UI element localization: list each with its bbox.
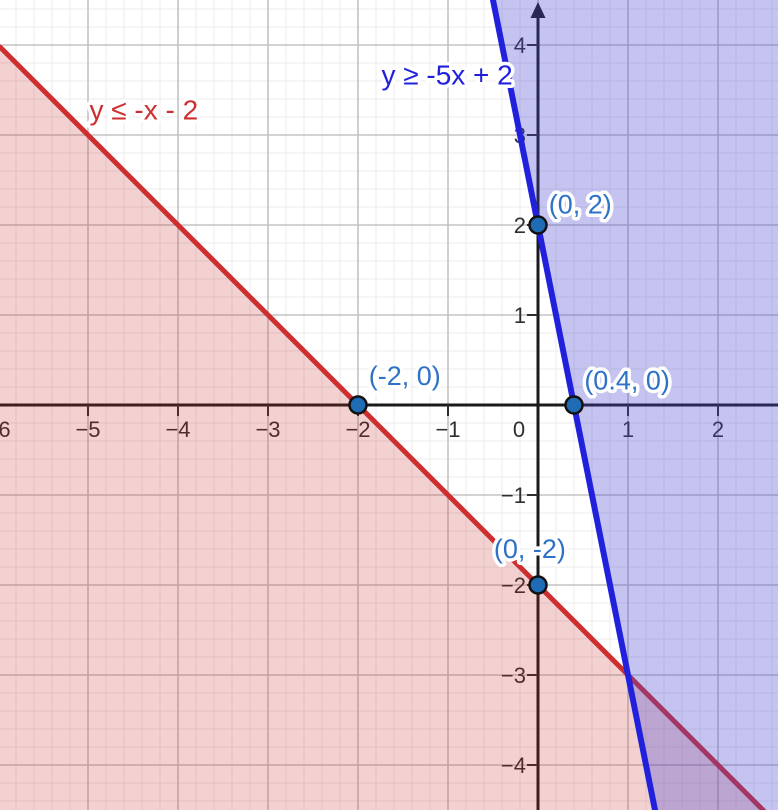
origin-label: 0 <box>513 417 525 442</box>
point-label: (0.4, 0) <box>584 366 670 396</box>
boundary-line-0[interactable] <box>0 44 778 810</box>
x-tick-label: −2 <box>345 417 370 442</box>
point-label: (-2, 0) <box>369 361 441 391</box>
y-tick-label: −1 <box>501 483 526 508</box>
x-tick-label: 2 <box>712 417 724 442</box>
plotted-point[interactable] <box>528 575 548 595</box>
x-tick-label: −5 <box>75 417 100 442</box>
inequality-label-0: y ≤ -x - 2 <box>89 95 198 126</box>
y-tick-label: 1 <box>514 303 526 328</box>
x-tick-label: −3 <box>255 417 280 442</box>
x-tick-label: −6 <box>0 417 11 442</box>
y-tick-label: −2 <box>501 573 526 598</box>
y-tick-label: −4 <box>501 753 526 778</box>
y-tick-label: 4 <box>514 33 526 58</box>
x-tick-label: 1 <box>622 417 634 442</box>
y-tick-label: −3 <box>501 663 526 688</box>
x-tick-label: −4 <box>165 417 190 442</box>
y-tick-label: 2 <box>514 213 526 238</box>
point-label: (0, -2) <box>494 534 566 564</box>
inequality-label-1: y ≥ -5x + 2 <box>381 60 512 91</box>
plotted-point[interactable] <box>564 395 584 415</box>
y-axis-arrow-icon <box>530 2 546 18</box>
point-label: (0, 2) <box>549 189 612 219</box>
plotted-point[interactable] <box>348 395 368 415</box>
x-tick-label: −1 <box>435 417 460 442</box>
plotted-point[interactable] <box>528 215 548 235</box>
